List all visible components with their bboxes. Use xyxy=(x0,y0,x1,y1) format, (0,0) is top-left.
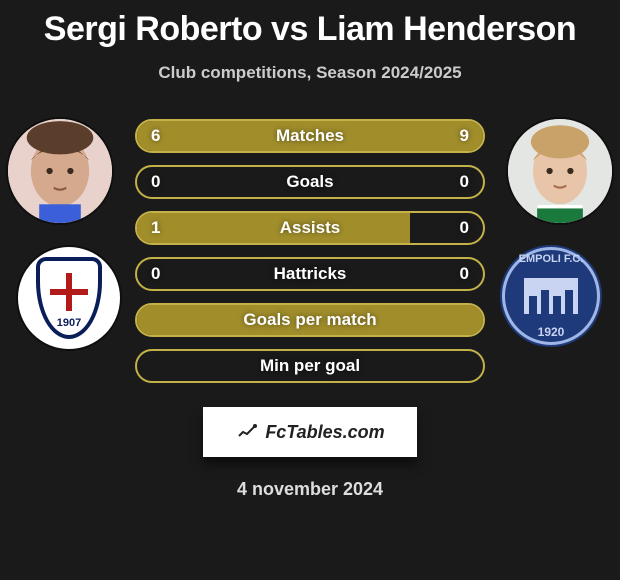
como-crest-icon: 1907 xyxy=(36,257,102,339)
left-player-face-icon xyxy=(8,119,112,223)
bar-row: 00Goals xyxy=(135,165,485,199)
comparison-area: 1907 EMPOLI F.C. 1920 69Matches 00Goals 10… xyxy=(0,119,620,399)
bars-container: 69Matches 00Goals 10Assists 00Hattricks Goal… xyxy=(135,119,485,395)
bar-row: Goals per match xyxy=(135,303,485,337)
bar-label: Min per goal xyxy=(137,356,483,376)
left-club-logo: 1907 xyxy=(18,247,120,349)
page-title: Sergi Roberto vs Liam Henderson xyxy=(0,0,620,49)
date-label: 4 november 2024 xyxy=(0,479,620,500)
bar-row: 10Assists xyxy=(135,211,485,245)
bar-label: Matches xyxy=(137,126,483,146)
right-player-photo xyxy=(508,119,612,223)
como-year: 1907 xyxy=(57,317,81,329)
watermark: FcTables.com xyxy=(203,407,417,457)
right-club-logo: EMPOLI F.C. 1920 xyxy=(500,245,602,347)
empoli-emblem-icon: EMPOLI F.C. 1920 xyxy=(500,245,602,347)
right-player-face-icon xyxy=(508,119,612,223)
bar-label: Goals per match xyxy=(137,310,483,330)
empoli-name: EMPOLI F.C. xyxy=(519,253,584,265)
left-player-photo xyxy=(8,119,112,223)
watermark-text: FcTables.com xyxy=(265,422,384,443)
bar-row: Min per goal xyxy=(135,349,485,383)
bar-row: 00Hattricks xyxy=(135,257,485,291)
bar-row: 69Matches xyxy=(135,119,485,153)
bar-label: Hattricks xyxy=(137,264,483,284)
subtitle: Club competitions, Season 2024/2025 xyxy=(0,63,620,83)
watermark-logo-icon xyxy=(235,420,259,444)
empoli-year: 1920 xyxy=(538,325,565,339)
bar-label: Assists xyxy=(137,218,483,238)
bar-label: Goals xyxy=(137,172,483,192)
